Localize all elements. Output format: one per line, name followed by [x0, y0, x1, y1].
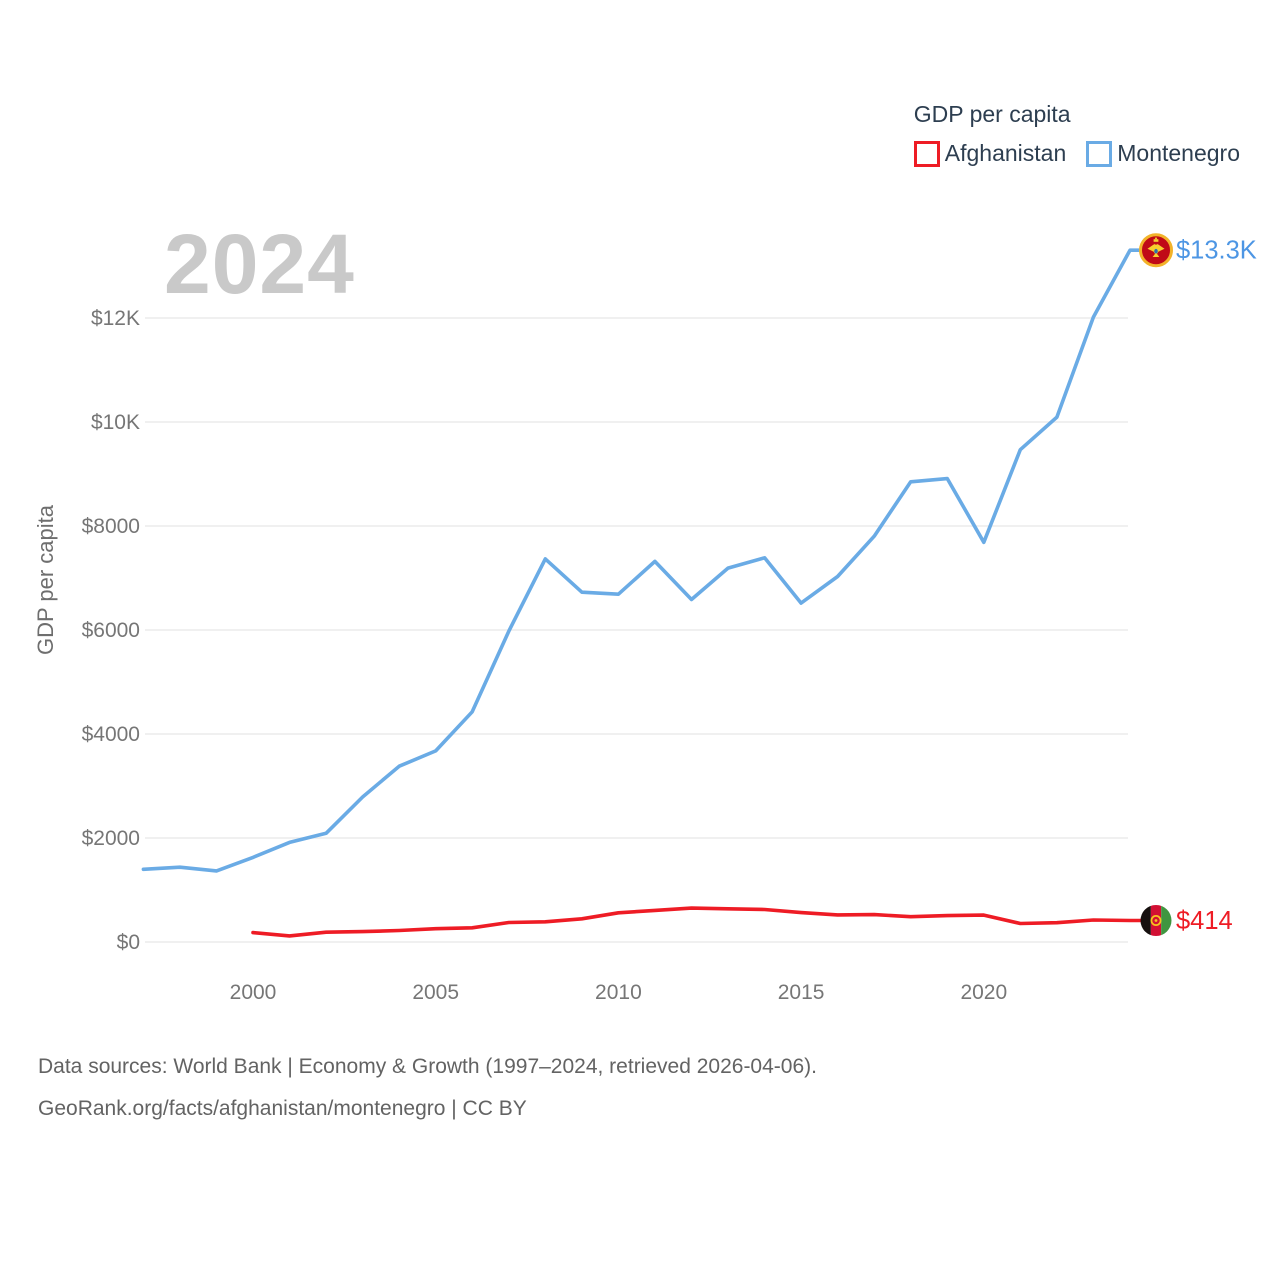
montenegro-series-swatch	[1086, 140, 1113, 167]
afghanistan-flag-icon	[1140, 905, 1172, 936]
x-tick-label: 2020	[960, 981, 1007, 1004]
chart-legend: GDP per capita Afghanistan Montenegro	[913, 101, 1240, 167]
afghanistan-series-swatch	[913, 140, 940, 167]
y-tick-label: $10K	[91, 411, 140, 434]
footer-sources: Data sources: World Bank | Economy & Gro…	[38, 1055, 817, 1078]
legend-item-afghanistan[interactable]: Afghanistan	[913, 140, 1067, 167]
y-tick-label: $2000	[82, 827, 140, 850]
afghanistan-end-value-label: $414	[1176, 907, 1233, 935]
footer-attribution: GeoRank.org/facts/afghanistan/montenegro…	[38, 1097, 527, 1120]
x-tick-label: 2010	[595, 981, 642, 1004]
montenegro-line	[141, 248, 1154, 873]
legend-item-montenegro[interactable]: Montenegro	[1086, 140, 1240, 167]
montenegro-flag-icon	[1139, 233, 1173, 268]
year-watermark: 2024	[164, 217, 355, 311]
y-tick-label: $6000	[82, 619, 140, 642]
afghanistan-line	[251, 906, 1154, 938]
legend-title: GDP per capita	[913, 101, 1071, 127]
montenegro-end-value-label: $13.3K	[1176, 237, 1257, 265]
legend-items: Afghanistan Montenegro	[913, 140, 1240, 167]
x-tick-label: 2000	[230, 981, 277, 1004]
legend-item-label: Montenegro	[1117, 140, 1240, 166]
y-tick-label: $0	[117, 931, 140, 954]
y-tick-label: $8000	[82, 515, 140, 538]
legend-item-label: Afghanistan	[944, 140, 1067, 166]
y-tick-label: $4000	[82, 723, 140, 746]
y-tick-label: $12K	[91, 307, 140, 330]
footer: Data sources: World Bank | Economy & Gro…	[38, 1046, 817, 1130]
x-tick-label: 2015	[778, 981, 825, 1004]
x-tick-label: 2005	[412, 981, 459, 1004]
